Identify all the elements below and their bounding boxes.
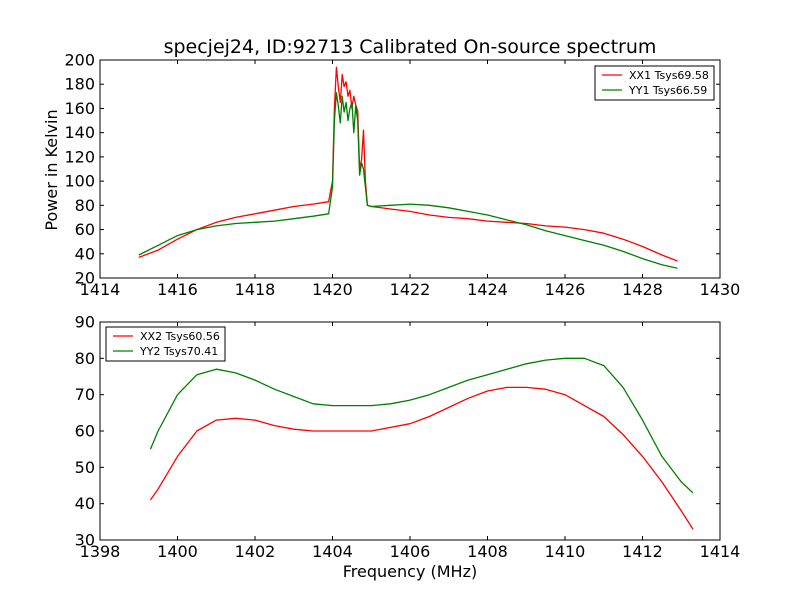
legend-label: XX1 Tsys69.58 [629,69,709,82]
y-tick-label: 60 [75,422,95,441]
series-line-2 [149,357,694,494]
top-y-axis-title: Power in Kelvin [42,109,61,230]
y-tick-label: 200 [64,51,95,70]
legend-label: XX2 Tsys60.56 [140,330,220,343]
x-tick-label: 1402 [235,542,276,561]
y-tick-label: 30 [75,531,95,550]
y-tick-label: 20 [75,269,95,288]
y-tick-label: 60 [75,220,95,239]
x-tick-label: 1426 [545,280,586,299]
series-line-1 [138,66,678,262]
y-tick-label: 90 [75,313,95,332]
x-tick-label: 1400 [157,542,198,561]
bottom-x-axis-title: Frequency (MHz) [343,562,477,581]
x-tick-label: 1414 [80,280,121,299]
y-tick-label: 50 [75,458,95,477]
x-tick-label: 1430 [700,280,741,299]
y-tick-label: 180 [64,75,95,94]
top-subplot: specjej24, ID:92713 Calibrated On-source… [42,36,740,299]
x-tick-label: 1428 [622,280,663,299]
y-tick-label: 70 [75,385,95,404]
series-line-2 [138,92,678,269]
y-tick-label: 140 [64,123,95,142]
y-tick-label: 80 [75,196,95,215]
y-tick-label: 80 [75,349,95,368]
legend: XX1 Tsys69.58 YY1 Tsys66.59 [594,65,715,101]
y-tick-label: 160 [64,99,95,118]
x-tick-label: 1416 [157,280,198,299]
x-tick-label: 1414 [700,542,741,561]
x-tick-label: 1424 [467,280,508,299]
legend-label: YY2 Tsys70.41 [139,345,218,358]
x-tick-label: 1398 [80,542,121,561]
series-line-1 [149,386,694,530]
y-tick-label: 40 [75,494,95,513]
chart-title: specjej24, ID:92713 Calibrated On-source… [164,36,657,58]
x-tick-label: 1422 [390,280,431,299]
x-tick-label: 1404 [312,542,353,561]
x-tick-label: 1408 [467,542,508,561]
y-tick-label: 120 [64,147,95,166]
legend-box [594,65,715,101]
x-tick-label: 1418 [235,280,276,299]
x-tick-label: 1412 [622,542,663,561]
bottom-subplot: Frequency (MHz) 1398 1400 1402 1404 1406 1408… [75,313,741,582]
x-tick-label: 1406 [390,542,431,561]
y-tick-label: 100 [64,172,95,191]
y-tick-label: 40 [75,244,95,263]
legend-box [105,326,226,362]
legend-label: YY1 Tsys66.59 [628,84,707,97]
legend: XX2 Tsys60.56 YY2 Tsys70.41 [105,326,226,362]
x-tick-label: 1410 [545,542,586,561]
x-tick-label: 1420 [312,280,353,299]
